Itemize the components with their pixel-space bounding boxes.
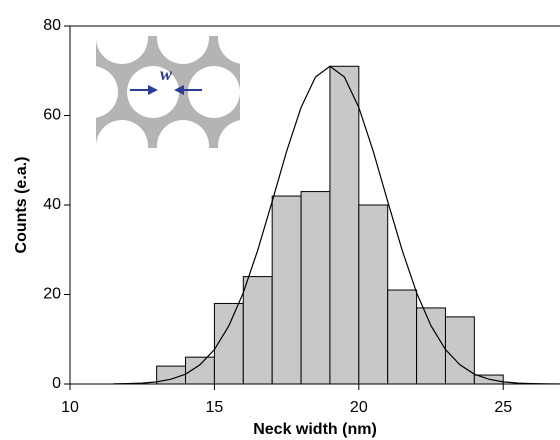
- y-tick-label: 0: [52, 375, 61, 392]
- y-tick-label: 40: [43, 196, 61, 213]
- y-tick-label: 80: [43, 17, 61, 34]
- x-tick-label: 20: [350, 399, 368, 416]
- bar: [185, 356, 215, 385]
- x-tick-label: 25: [494, 399, 512, 416]
- x-axis-label: Neck width (nm): [253, 421, 377, 438]
- bar: [387, 289, 418, 385]
- y-tick-label: 60: [43, 107, 61, 124]
- y-tick-label: 20: [43, 286, 61, 303]
- bar: [242, 276, 273, 385]
- bar: [300, 191, 331, 385]
- bar: [271, 195, 302, 385]
- neck-arrows: [130, 85, 202, 95]
- x-tick-label: 10: [61, 399, 79, 416]
- x-tick-label: 15: [206, 399, 224, 416]
- bar: [329, 65, 360, 385]
- bar: [213, 302, 244, 385]
- bar: [444, 316, 475, 385]
- bar: [358, 204, 389, 385]
- fit-curve: [113, 65, 560, 385]
- y-axis-label: Counts (e.a.): [13, 157, 30, 254]
- bar: [416, 307, 446, 385]
- inset: w: [96, 36, 240, 148]
- inset-label: w: [160, 64, 173, 84]
- pores: [96, 36, 240, 148]
